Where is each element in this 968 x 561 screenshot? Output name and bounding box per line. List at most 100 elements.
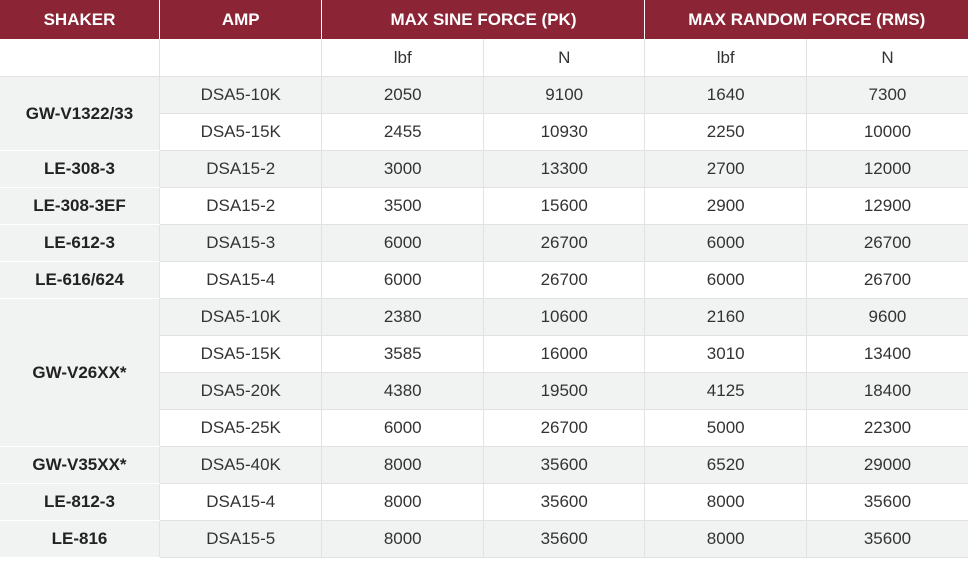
random-n-cell: 26700 [806,261,968,299]
unit-random-n: N [806,39,968,77]
sine-n-cell: 13300 [483,150,646,188]
table-row: DSA5-15K 2455 10930 2250 10000 [0,113,968,151]
random-n-cell: 18400 [806,372,968,410]
shaker-cell: LE-616/624 [0,261,160,299]
shaker-cell: LE-308-3 [0,150,160,188]
amp-cell: DSA5-40K [159,446,323,484]
unit-blank-amp [159,39,323,77]
amp-cell: DSA5-25K [159,409,323,447]
random-n-cell: 12000 [806,150,968,188]
sine-lbf-cell: 8000 [321,483,484,521]
sine-n-cell: 10600 [483,298,646,336]
header-amp: AMP [159,0,323,39]
shaker-cell: LE-612-3 [0,224,160,262]
sine-lbf-cell: 2380 [321,298,484,336]
random-n-cell: 12900 [806,187,968,225]
random-lbf-cell: 5000 [644,409,807,447]
table-row: GW-V26XX* DSA5-10K 2380 10600 2160 9600 [0,298,968,447]
amp-cell: DSA15-2 [159,187,323,225]
header-max-sine-force: MAX SINE FORCE (PK) [321,0,646,39]
sine-n-cell: 35600 [483,483,646,521]
unit-sine-lbf: lbf [321,39,484,77]
amp-cell: DSA15-3 [159,224,323,262]
header-shaker: SHAKER [0,0,160,39]
shaker-cell: GW-V1322/33 [0,76,160,151]
sine-lbf-cell: 8000 [321,446,484,484]
sine-n-cell: 35600 [483,446,646,484]
sine-n-cell: 19500 [483,372,646,410]
sine-n-cell: 26700 [483,261,646,299]
table-row: LE-308-3 DSA15-2 3000 13300 2700 12000 [0,150,968,188]
unit-random-lbf: lbf [644,39,807,77]
sine-n-cell: 26700 [483,224,646,262]
table-row: LE-308-3EF DSA15-2 3500 15600 2900 12900 [0,187,968,225]
amp-cell: DSA5-15K [159,113,323,151]
sine-lbf-cell: 3000 [321,150,484,188]
table-row: DSA5-15K 3585 16000 3010 13400 [0,335,968,373]
sine-n-cell: 26700 [483,409,646,447]
sine-lbf-cell: 3585 [321,335,484,373]
random-lbf-cell: 8000 [644,520,807,558]
shaker-cell: LE-812-3 [0,483,160,521]
random-n-cell: 10000 [806,113,968,151]
table-body: GW-V1322/33 DSA5-10K 2050 9100 1640 7300 DSA5-… [0,76,968,558]
sine-n-cell: 16000 [483,335,646,373]
random-n-cell: 35600 [806,483,968,521]
unit-blank-shaker [0,39,160,77]
table-row: DSA5-25K 6000 26700 5000 22300 [0,409,968,447]
random-lbf-cell: 4125 [644,372,807,410]
amp-cell: DSA15-5 [159,520,323,558]
sine-n-cell: 10930 [483,113,646,151]
sine-lbf-cell: 6000 [321,409,484,447]
shaker-cell: LE-816 [0,520,160,558]
random-n-cell: 7300 [806,76,968,114]
random-n-cell: 35600 [806,520,968,558]
shaker-cell: GW-V26XX* [0,298,160,447]
random-lbf-cell: 3010 [644,335,807,373]
random-n-cell: 22300 [806,409,968,447]
sine-lbf-cell: 4380 [321,372,484,410]
sine-lbf-cell: 6000 [321,261,484,299]
sine-lbf-cell: 2050 [321,76,484,114]
amp-cell: DSA5-10K [159,76,323,114]
sine-n-cell: 9100 [483,76,646,114]
random-lbf-cell: 2900 [644,187,807,225]
random-lbf-cell: 6000 [644,224,807,262]
sine-lbf-cell: 6000 [321,224,484,262]
amp-cell: DSA5-20K [159,372,323,410]
random-lbf-cell: 2700 [644,150,807,188]
sine-lbf-cell: 8000 [321,520,484,558]
random-n-cell: 26700 [806,224,968,262]
header-row: SHAKER AMP MAX SINE FORCE (PK) MAX RANDO… [0,0,968,39]
amp-cell: DSA15-2 [159,150,323,188]
amp-cell: DSA15-4 [159,261,323,299]
random-n-cell: 29000 [806,446,968,484]
amp-cell: DSA5-15K [159,335,323,373]
sine-lbf-cell: 2455 [321,113,484,151]
shaker-cell: GW-V35XX* [0,446,160,484]
sine-n-cell: 15600 [483,187,646,225]
table-row: LE-616/624 DSA15-4 6000 26700 6000 26700 [0,261,968,299]
random-lbf-cell: 1640 [644,76,807,114]
amp-cell: DSA15-4 [159,483,323,521]
shaker-cell: LE-308-3EF [0,187,160,225]
random-lbf-cell: 2250 [644,113,807,151]
random-lbf-cell: 2160 [644,298,807,336]
sine-n-cell: 35600 [483,520,646,558]
sine-lbf-cell: 3500 [321,187,484,225]
random-n-cell: 13400 [806,335,968,373]
amp-cell: DSA5-10K [159,298,323,336]
random-lbf-cell: 6000 [644,261,807,299]
random-n-cell: 9600 [806,298,968,336]
unit-row: lbf N lbf N [0,39,968,77]
unit-sine-n: N [483,39,646,77]
table-row: LE-816 DSA15-5 8000 35600 8000 35600 [0,520,968,558]
table-row: LE-612-3 DSA15-3 6000 26700 6000 26700 [0,224,968,262]
header-max-random-force: MAX RANDOM FORCE (RMS) [644,0,968,39]
table-row: DSA5-20K 4380 19500 4125 18400 [0,372,968,410]
random-lbf-cell: 8000 [644,483,807,521]
random-lbf-cell: 6520 [644,446,807,484]
table-row: GW-V35XX* DSA5-40K 8000 35600 6520 29000 [0,446,968,484]
table-row: LE-812-3 DSA15-4 8000 35600 8000 35600 [0,483,968,521]
